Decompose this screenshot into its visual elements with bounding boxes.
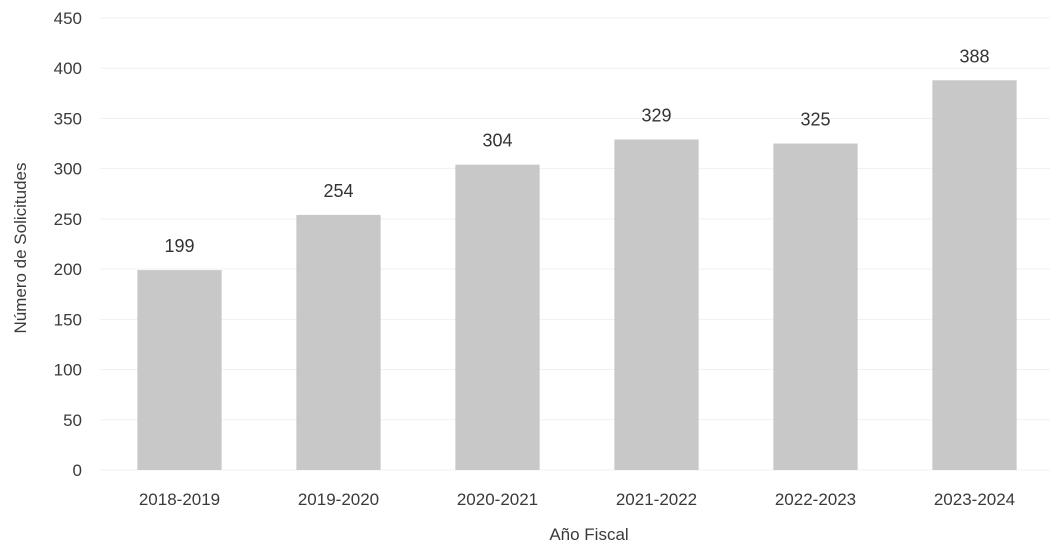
bar xyxy=(773,143,858,471)
bar xyxy=(614,139,699,470)
y-tick-label: 250 xyxy=(54,210,82,229)
gridlines xyxy=(100,17,1050,471)
data-label: 199 xyxy=(164,236,194,256)
x-tick-label: 2023-2024 xyxy=(934,490,1015,509)
x-tick-label: 2019-2020 xyxy=(298,490,379,509)
bar xyxy=(137,270,222,470)
bar xyxy=(455,164,540,470)
y-tick-label: 100 xyxy=(54,361,82,380)
y-axis-ticks: 0 50 100 150 200 250 300 350 400 450 xyxy=(54,9,82,480)
data-label: 304 xyxy=(482,131,512,151)
y-tick-label: 400 xyxy=(54,59,82,78)
x-tick-label: 2022-2023 xyxy=(775,490,856,509)
y-tick-label: 0 xyxy=(73,461,82,480)
x-tick-label: 2020-2021 xyxy=(457,490,538,509)
x-tick-label: 2021-2022 xyxy=(616,490,697,509)
y-tick-label: 350 xyxy=(54,109,82,128)
data-label: 388 xyxy=(959,46,989,66)
x-axis-ticks: 2018-2019 2019-2020 2020-2021 2021-2022 2022… xyxy=(139,490,1015,509)
y-tick-label: 450 xyxy=(54,9,82,28)
bar xyxy=(296,214,381,470)
y-tick-label: 200 xyxy=(54,260,82,279)
data-labels: 199 254 304 329 325 388 xyxy=(164,46,989,256)
x-tick-label: 2018-2019 xyxy=(139,490,220,509)
data-label: 329 xyxy=(641,106,671,126)
data-label: 254 xyxy=(323,181,353,201)
y-tick-label: 300 xyxy=(54,160,82,179)
data-label: 325 xyxy=(800,110,830,130)
bars xyxy=(137,80,1017,471)
y-axis-title: Número de Solicitudes xyxy=(11,162,30,333)
x-axis-title: Año Fiscal xyxy=(549,525,628,544)
y-tick-label: 150 xyxy=(54,310,82,329)
bar xyxy=(932,80,1017,470)
y-tick-label: 50 xyxy=(63,411,82,430)
